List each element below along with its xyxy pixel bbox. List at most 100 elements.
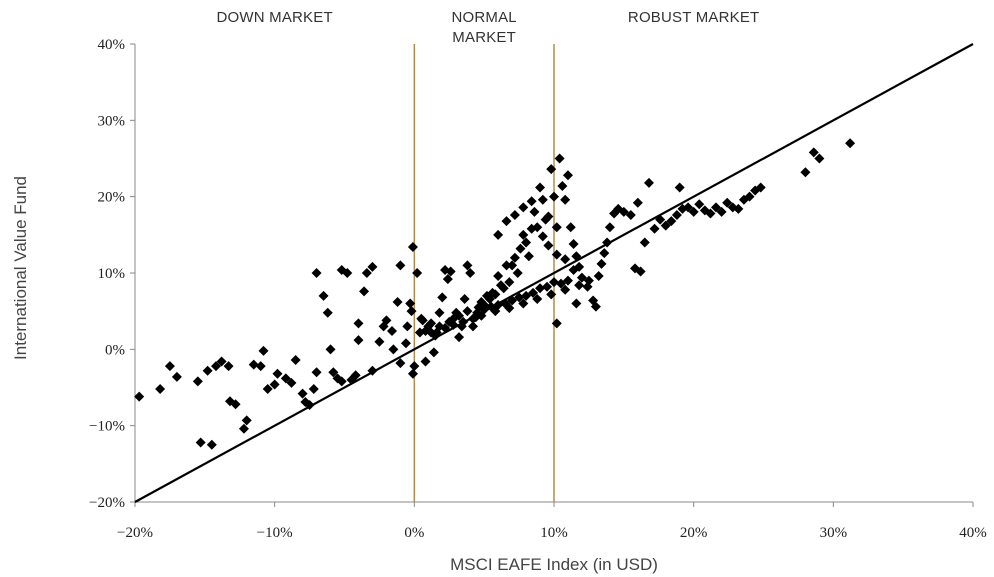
data-point (565, 222, 576, 233)
y-tick-label: −10% (89, 419, 125, 435)
data-point (526, 196, 537, 207)
data-point (509, 252, 520, 263)
data-point (426, 318, 437, 329)
data-point (649, 223, 660, 234)
data-point (625, 209, 636, 220)
data-point (716, 206, 727, 217)
data-point (733, 203, 744, 214)
reference-line-segment (134, 43, 974, 503)
data-point (596, 258, 607, 269)
data-point (336, 376, 347, 387)
y-tick-label: 40% (98, 37, 126, 53)
data-point (407, 368, 418, 379)
data-point (551, 222, 562, 233)
data-point (568, 264, 579, 275)
data-point (272, 368, 283, 379)
data-point (554, 153, 565, 164)
data-point (683, 202, 694, 213)
data-point (459, 293, 470, 304)
data-point (328, 367, 339, 378)
data-point (501, 260, 512, 271)
data-point (507, 260, 518, 271)
data-point (230, 399, 241, 410)
data-point (521, 237, 532, 248)
data-point (639, 237, 650, 248)
data-point (395, 260, 406, 271)
y-axis-title: International Value Fund (11, 176, 30, 360)
data-point (269, 379, 280, 390)
data-point (551, 249, 562, 260)
data-point (618, 206, 629, 217)
data-point (493, 271, 504, 282)
data-point (155, 384, 166, 395)
data-point (428, 347, 439, 358)
data-point (462, 306, 473, 317)
data-point (395, 358, 406, 369)
data-point (402, 321, 413, 332)
data-point (562, 170, 573, 181)
data-point (342, 268, 353, 278)
data-point (537, 194, 548, 205)
data-point (705, 208, 716, 219)
data-point (216, 356, 227, 367)
data-point (562, 275, 573, 286)
region-label-1-1: MARKET (452, 29, 516, 46)
data-point (311, 367, 322, 378)
data-point (504, 277, 515, 288)
data-point (454, 332, 465, 343)
data-point (290, 355, 301, 366)
data-point (557, 180, 568, 191)
data-point (560, 254, 571, 265)
data-point (318, 290, 329, 301)
x-tick-labels: −20% −10% 0% 10% 20% 30% 40% (117, 502, 987, 541)
data-point (367, 261, 378, 272)
data-point (509, 209, 520, 220)
data-point (501, 216, 512, 227)
data-point (588, 295, 599, 306)
data-point (195, 437, 206, 448)
data-point (164, 361, 175, 372)
data-point (546, 164, 557, 175)
data-point (407, 242, 418, 253)
region-labels: DOWN MARKET NORMAL MARKET ROBUST MARKET (216, 9, 759, 46)
data-point (560, 194, 571, 205)
data-point (635, 266, 646, 277)
data-point (420, 326, 431, 337)
data-point (255, 361, 266, 372)
data-point (308, 384, 319, 395)
data-point (280, 373, 291, 384)
x-tick-label: 0% (404, 525, 424, 541)
data-points (134, 138, 856, 450)
data-point (420, 356, 431, 367)
data-point (359, 286, 370, 297)
data-point (555, 278, 566, 289)
data-point (467, 321, 478, 332)
data-point (241, 415, 252, 426)
x-tick-label: 10% (540, 525, 568, 541)
data-point (405, 298, 416, 309)
data-point (400, 338, 411, 349)
data-point (518, 298, 529, 309)
data-point (490, 289, 501, 300)
data-point (755, 182, 766, 193)
x-tick-label: −20% (117, 525, 153, 541)
data-point (660, 220, 671, 231)
data-point (381, 315, 392, 326)
data-point (406, 306, 417, 317)
data-point (297, 388, 308, 399)
data-point (518, 229, 529, 240)
data-point (416, 313, 427, 324)
y-tick-label: −20% (89, 495, 125, 511)
data-point (171, 371, 182, 382)
x-axis-title: MSCI EAFE Index (in USD) (450, 555, 658, 574)
data-point (722, 197, 733, 208)
data-point (521, 290, 532, 301)
x-tick-label: 30% (820, 525, 848, 541)
data-point (412, 268, 423, 278)
market-boundary-lines (413, 44, 555, 502)
data-point (582, 281, 593, 292)
data-point (202, 365, 213, 376)
data-point (286, 377, 297, 388)
region-label-2-0: ROBUST MARKET (628, 9, 760, 26)
data-point (512, 268, 523, 278)
